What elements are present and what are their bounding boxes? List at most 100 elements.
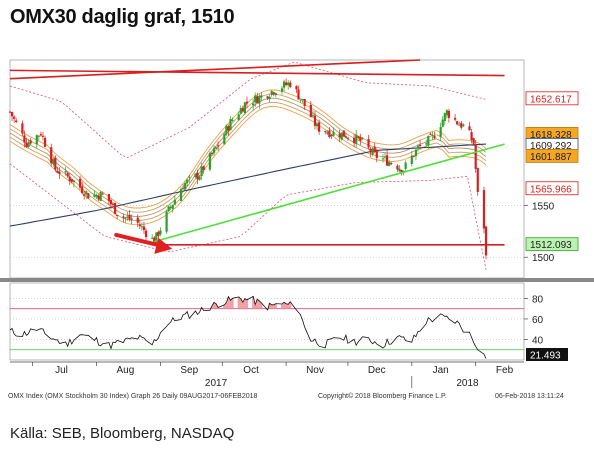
candle-body [54, 157, 57, 170]
candle-body [181, 188, 185, 190]
candle-body [482, 190, 486, 229]
footer-right-text: 06-Feb-2018 13:11:24 [495, 393, 564, 400]
candle-body [171, 204, 174, 209]
candle-body [412, 155, 415, 157]
candle-body [375, 151, 378, 159]
candle-body [326, 132, 329, 134]
candle-body [72, 180, 75, 183]
time-axis: Jul Aug Sep Oct Nov Dec Jan Feb 2017 2018 [10, 361, 524, 389]
ma-ribbon-line-4 [9, 106, 487, 226]
candle-body [447, 110, 451, 118]
ma-ribbon-line-2 [9, 97, 487, 217]
candle-body [443, 113, 446, 122]
candle-body [231, 120, 234, 122]
candle-body [70, 179, 73, 182]
candle-body [8, 111, 12, 113]
month-tick-label: Dec [368, 365, 386, 376]
month-tick-label: Aug [116, 365, 134, 376]
candle-body [425, 143, 428, 145]
value-label-text: 1652.617 [530, 94, 572, 105]
candle-body [309, 104, 312, 118]
bollinger-upper-line [9, 61, 487, 159]
candle-body [194, 173, 197, 178]
candle-body [198, 176, 201, 180]
chart-title: OMX30 daglig graf, 1510 [10, 6, 235, 28]
candle-body [390, 163, 393, 165]
candle-body [404, 162, 407, 169]
panel-separator [0, 278, 594, 282]
candle-body [167, 206, 170, 212]
rsi-plot-area [9, 282, 525, 361]
value-label-box [525, 91, 579, 106]
candle-body [223, 133, 226, 145]
candle-body [359, 136, 362, 141]
candle-body [212, 148, 216, 154]
candle-body [245, 101, 249, 104]
month-tick-label: Nov [306, 365, 324, 376]
month-tick-label: Sep [180, 365, 198, 376]
candle-body [303, 98, 306, 106]
month-tick-label: Jan [433, 365, 449, 376]
candle-body [439, 126, 442, 137]
candle-body [381, 158, 385, 160]
candle-body [416, 146, 420, 149]
value-label-text: 1601.887 [530, 152, 572, 163]
candle-body [83, 194, 86, 196]
candle-body [243, 102, 247, 114]
candle-body [342, 130, 345, 137]
candle-body [385, 155, 389, 166]
candle-body [441, 119, 444, 127]
candle-body [252, 103, 255, 106]
candle-body [361, 138, 364, 140]
candle-body [266, 96, 269, 99]
candle-body [258, 95, 261, 104]
candle-body [396, 165, 399, 170]
candle-body [410, 155, 413, 164]
month-tick-label: Oct [243, 365, 259, 376]
candle-body [373, 146, 376, 153]
candle-body [68, 176, 71, 182]
candle-body [10, 111, 14, 117]
candle-body [295, 86, 298, 90]
candle-body [66, 173, 69, 177]
candle-body [328, 130, 331, 138]
candle-body [87, 193, 90, 199]
candle-body [37, 135, 40, 137]
price-plot-area [9, 59, 525, 279]
candle-body [344, 136, 347, 138]
candle-body [317, 122, 321, 132]
ma-ribbon-line-1 [9, 93, 487, 213]
candle-body [21, 123, 24, 134]
candle-body [297, 89, 300, 100]
candle-body [274, 93, 277, 96]
value-label-text: 1618.328 [530, 130, 572, 141]
candle-body [241, 108, 244, 112]
candle-body [50, 147, 53, 164]
candle-body [462, 124, 465, 127]
candle-body [214, 147, 218, 149]
trend-line-2 [154, 143, 505, 243]
candle-body [138, 224, 141, 227]
candle-body [445, 110, 448, 116]
candle-body [208, 153, 211, 170]
candle-body [453, 117, 457, 120]
rsi-axis-tick-label: 40 [532, 335, 544, 346]
candle-body [155, 232, 158, 245]
candle-body [388, 162, 391, 166]
value-label-box [525, 149, 579, 163]
candle-body [95, 195, 98, 197]
value-label-text: 1512.093 [530, 240, 572, 251]
candle-body [324, 131, 327, 133]
candle-body [27, 142, 30, 147]
candle-body [287, 82, 290, 86]
candle-body [169, 206, 172, 208]
candle-body [159, 230, 162, 235]
candle-body [418, 144, 422, 146]
candle-body [468, 126, 471, 131]
candle-body [140, 226, 143, 228]
candle-body [151, 237, 154, 239]
value-label-text: 1609.292 [530, 141, 572, 152]
candle-body [107, 194, 111, 202]
trend-line-0 [9, 69, 505, 77]
